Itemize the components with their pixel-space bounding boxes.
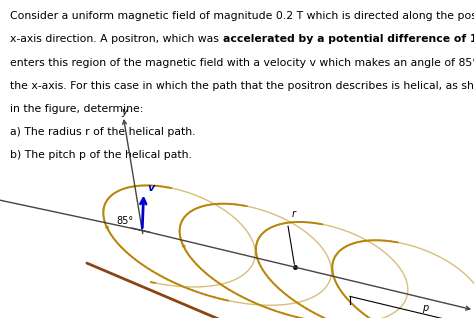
Text: x-axis direction. A positron, which was: x-axis direction. A positron, which was [10,34,223,44]
Text: 85°: 85° [116,216,133,226]
Text: r: r [292,209,296,219]
Text: b) The pitch p of the helical path.: b) The pitch p of the helical path. [10,150,192,160]
Text: a) The radius r of the helical path.: a) The radius r of the helical path. [10,127,196,137]
Text: in the figure, determine:: in the figure, determine: [10,104,144,114]
Text: p: p [422,303,429,313]
Text: the x-axis. For this case in which the path that the positron describes is helic: the x-axis. For this case in which the p… [10,81,474,91]
Text: accelerated by a potential difference of 1 kV,: accelerated by a potential difference of… [223,34,474,44]
Text: y: y [121,107,127,117]
Text: v: v [147,183,155,193]
Text: Consider a uniform magnetic field of magnitude 0.2 T which is directed along the: Consider a uniform magnetic field of mag… [10,11,474,21]
Text: enters this region of the magnetic field with a velocity v which makes an angle : enters this region of the magnetic field… [10,58,474,67]
